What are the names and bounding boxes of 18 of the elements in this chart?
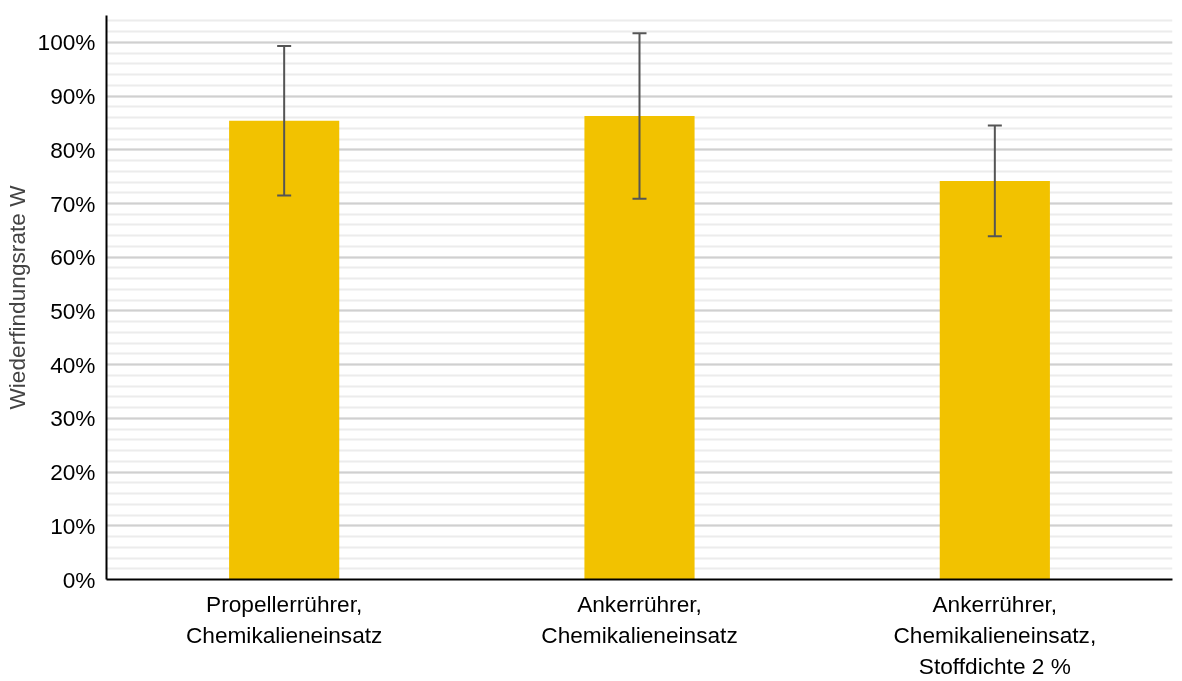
y-axis-title: Wiederfindungsrate W [3, 184, 30, 410]
y-tick-label: 100% [37, 29, 96, 56]
x-tick-label: Ankerrührer, Chemikalieneinsatz, Stoffdichte 2 % [893, 590, 1097, 679]
y-tick-label: 80% [50, 136, 96, 163]
x-tick-label: Propellerrührer, Chemikalieneinsatz [185, 590, 383, 648]
y-tick-label: 0% [62, 566, 96, 593]
bar [584, 115, 695, 580]
x-tick-label: Ankerrührer, Chemikalieneinsatz [541, 590, 738, 648]
y-tick-label: 70% [50, 190, 96, 217]
y-tick-label: 50% [50, 297, 96, 324]
y-tick-label: 30% [50, 405, 96, 432]
bar [939, 180, 1050, 580]
y-tick-label: 60% [50, 244, 96, 271]
y-tick-label: 90% [50, 83, 96, 110]
y-tick-label: 10% [50, 512, 96, 539]
y-tick-label: 20% [50, 459, 96, 486]
y-tick-label: 40% [50, 351, 96, 378]
bar [229, 120, 340, 580]
